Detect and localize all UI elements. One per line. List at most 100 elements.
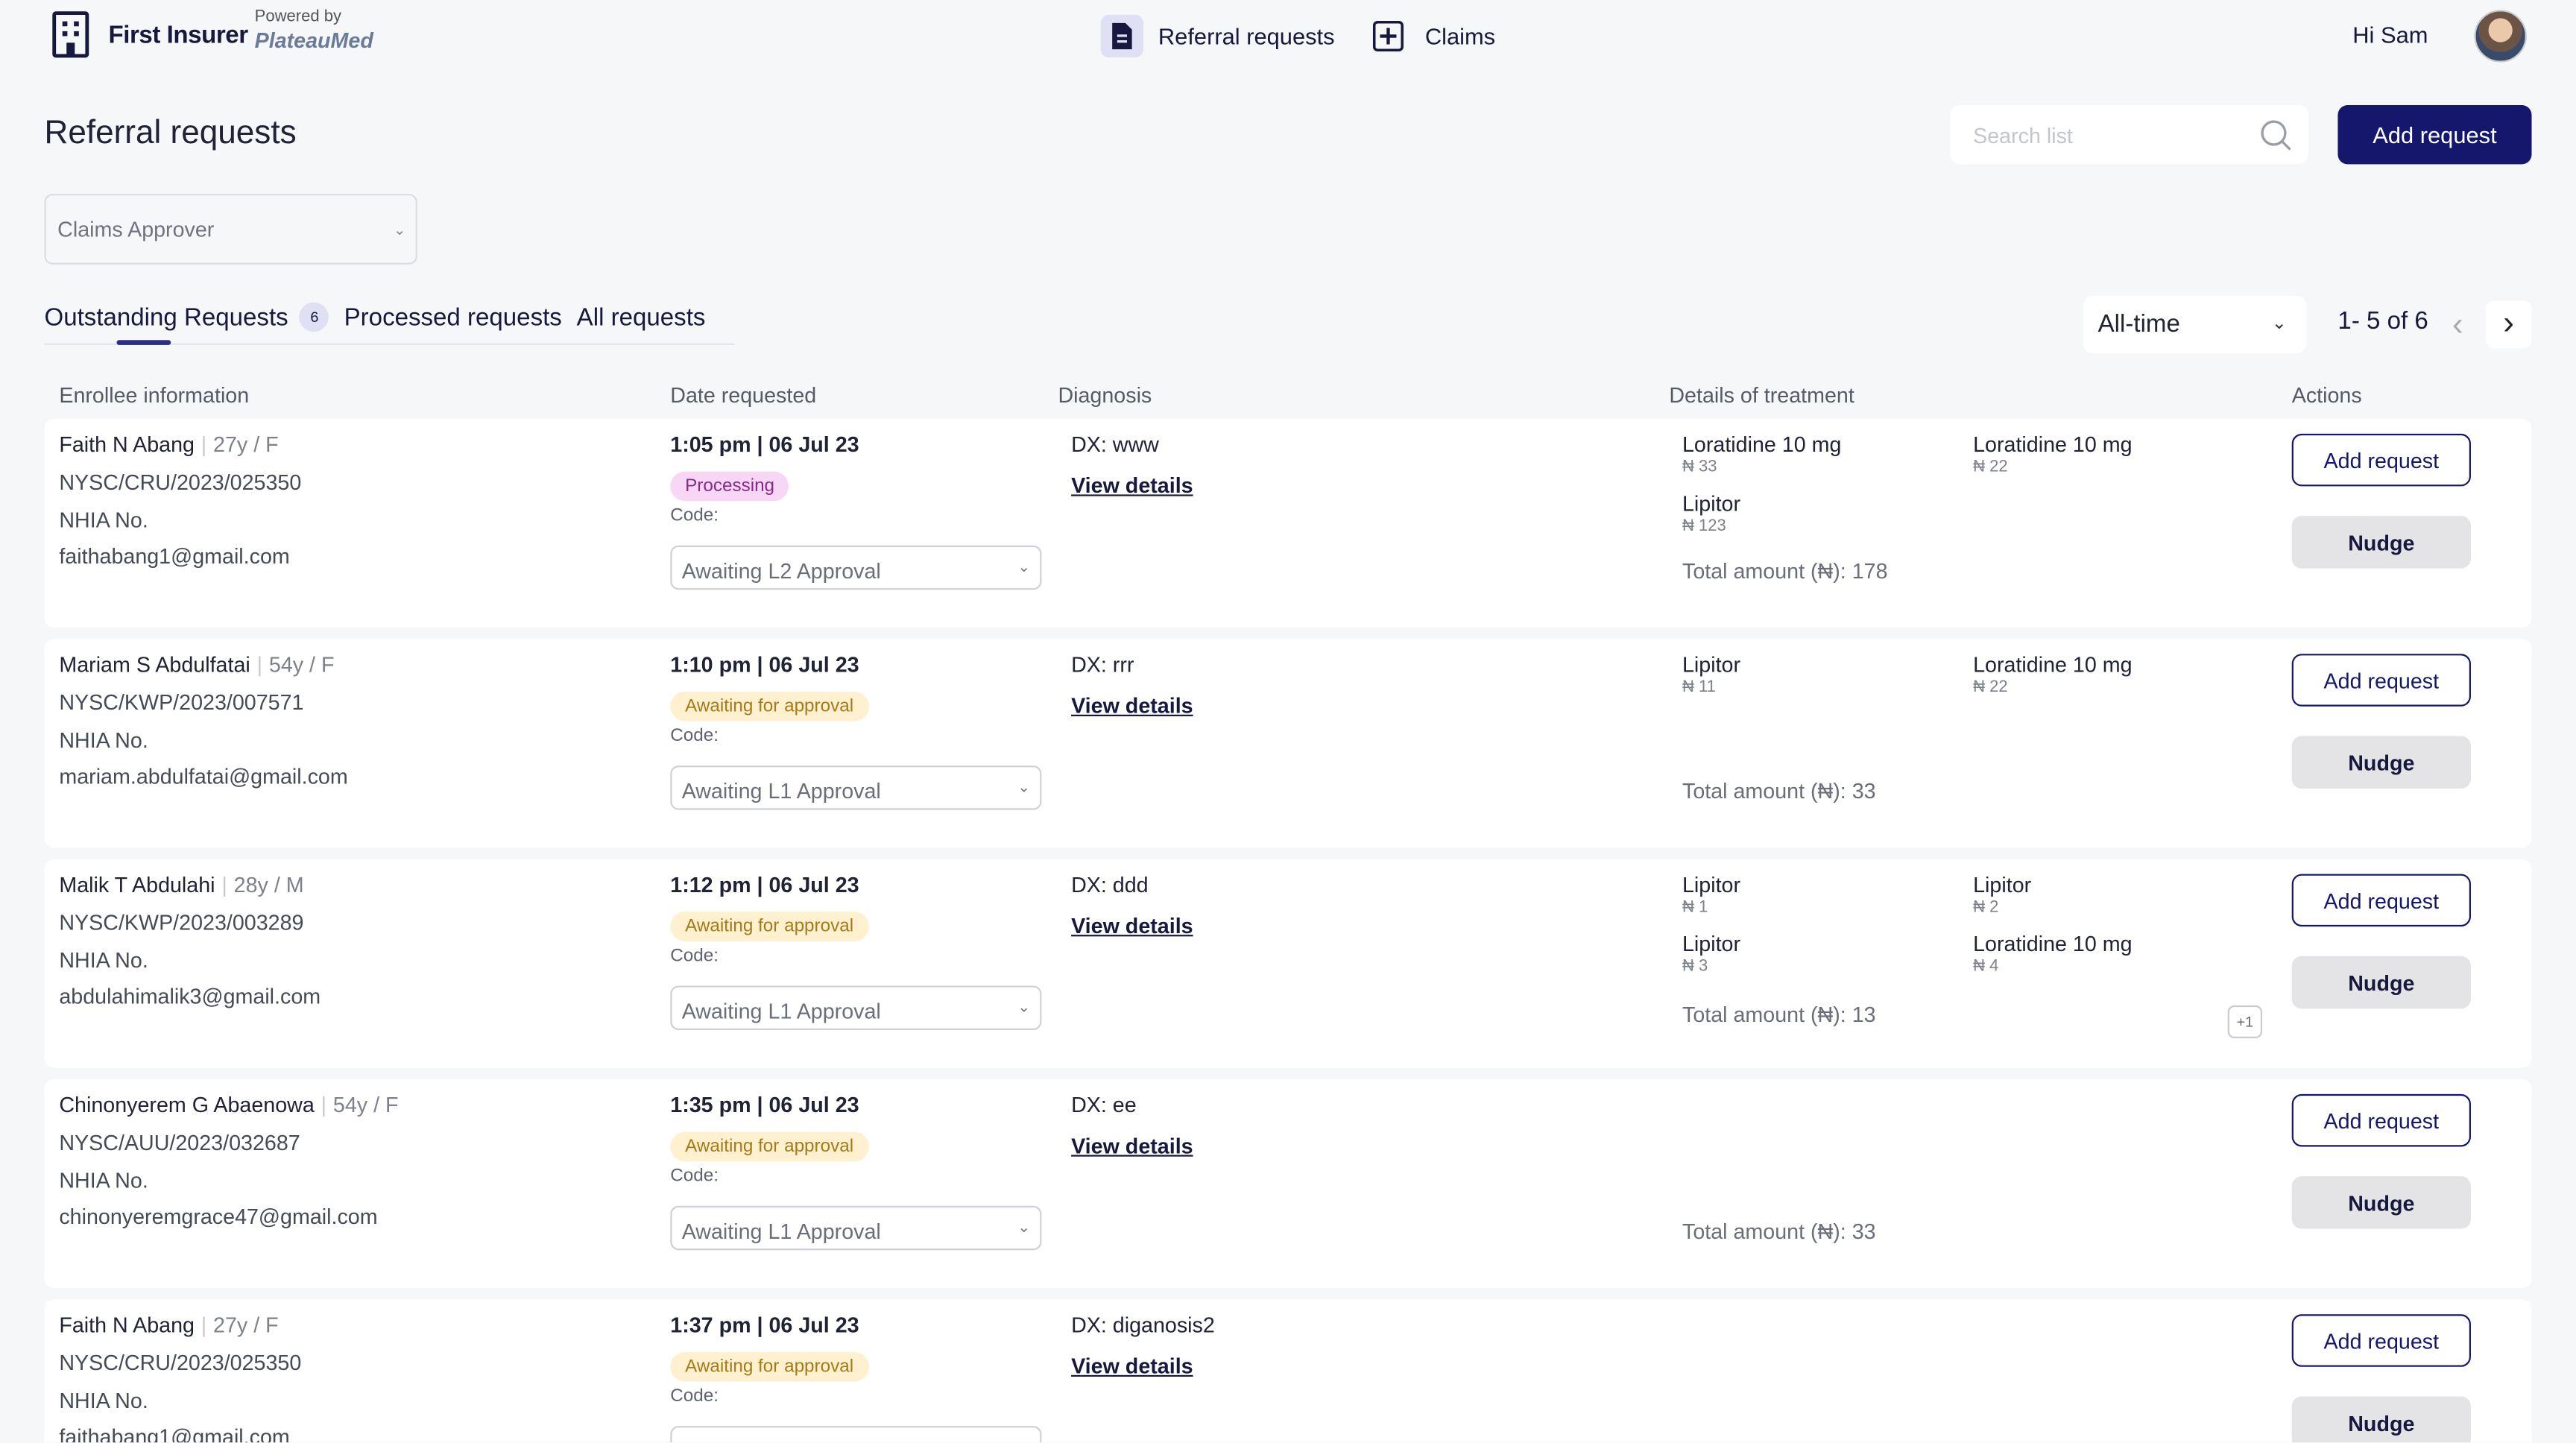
- enrollee-name-line: Mariam S Abdulfatai | 54y / F: [59, 652, 334, 677]
- powered-by: Powered by PlateauMed: [255, 8, 373, 51]
- search-input[interactable]: [1950, 121, 2247, 149]
- code-select[interactable]: Awaiting L1 Approval ⌄: [670, 1205, 1042, 1251]
- main-nav: Referral requests Claims: [1100, 14, 1495, 58]
- view-details-link[interactable]: View details: [1071, 473, 1193, 498]
- nav-claims[interactable]: Claims: [1368, 15, 1495, 57]
- nhia-label: NHIA No.: [59, 727, 148, 753]
- drug-item: Lipitor ₦ 123: [1682, 491, 1740, 536]
- col-treatment: Details of treatment: [1669, 382, 1854, 408]
- avatar[interactable]: [2474, 10, 2527, 63]
- enrollee-email: faithabang1@gmail.com: [59, 543, 290, 569]
- drug-name: Lipitor: [1682, 872, 1741, 897]
- nudge-button[interactable]: Nudge: [2291, 1176, 2471, 1229]
- add-request-button[interactable]: Add request: [2291, 1314, 2471, 1367]
- table-row[interactable]: Mariam S Abdulfatai | 54y / F NYSC/KWP/202…: [44, 639, 2532, 848]
- view-details-link[interactable]: View details: [1071, 1133, 1193, 1158]
- chevron-left-icon[interactable]: ‹: [2452, 306, 2463, 343]
- nudge-button[interactable]: Nudge: [2291, 1396, 2471, 1443]
- view-details-link[interactable]: View details: [1071, 913, 1193, 938]
- brand-name: First Insurer: [108, 20, 248, 49]
- enrollee-name-line: Faith N Abang | 27y / F: [59, 1313, 278, 1337]
- enrollee-name-line: Chinonyerem G Abaenowa | 54y / F: [59, 1093, 398, 1117]
- add-request-button[interactable]: Add request: [2291, 1093, 2471, 1147]
- code-select[interactable]: [670, 1426, 1042, 1443]
- nudge-button[interactable]: Nudge: [2291, 956, 2471, 1009]
- code-label: Code:: [670, 726, 719, 746]
- drug-name: Lipitor: [1973, 872, 2032, 897]
- status-badge: Awaiting for approval: [670, 691, 868, 722]
- search-icon[interactable]: [2259, 119, 2292, 151]
- divider: |: [201, 432, 207, 457]
- chevron-down-icon: ⌄: [393, 221, 406, 239]
- enrollee-id: NYSC/KWP/2023/007571: [59, 689, 304, 715]
- drug-price: ₦ 22: [1973, 678, 2008, 697]
- drug-item: Loratidine 10 mg ₦ 4: [1973, 932, 2132, 976]
- col-enrollee: Enrollee information: [59, 382, 250, 408]
- period-select[interactable]: All-time ⌄: [2083, 295, 2307, 353]
- enrollee-name: Faith N Abang: [59, 1313, 195, 1338]
- date-requested: 1:37 pm | 06 Jul 23: [670, 1313, 859, 1338]
- diagnosis-text: DX: rrr: [1071, 652, 1134, 678]
- status-badge: Awaiting for approval: [670, 912, 868, 941]
- pagination-label: 1- 5 of 6: [2337, 307, 2428, 335]
- drug-price: ₦ 123: [1682, 517, 1726, 536]
- total-amount: Total amount (₦): 13: [1682, 1002, 1876, 1027]
- add-request-button[interactable]: Add request: [2291, 433, 2471, 487]
- tab-processed[interactable]: Processed requests: [344, 303, 562, 332]
- tab-outstanding[interactable]: Outstanding Requests: [44, 303, 288, 344]
- enrollee-id: NYSC/KWP/2023/003289: [59, 910, 304, 935]
- code-select[interactable]: Awaiting L2 Approval ⌄: [670, 545, 1042, 590]
- col-diagnosis: Diagnosis: [1058, 382, 1152, 408]
- table-row[interactable]: Malik T Abdulahi | 28y / M NYSC/KWP/2023/0…: [44, 859, 2532, 1068]
- code-select[interactable]: Awaiting L1 Approval ⌄: [670, 985, 1042, 1030]
- role-select[interactable]: Claims Approver ⌄: [44, 194, 417, 265]
- table-row[interactable]: Faith N Abang | 27y / F NYSC/CRU/2023/0253…: [44, 419, 2532, 628]
- chevron-down-icon: ⌄: [1017, 558, 1030, 575]
- enrollee-id: NYSC/CRU/2023/025350: [59, 1350, 302, 1375]
- code-select[interactable]: Awaiting L1 Approval ⌄: [670, 765, 1042, 810]
- add-request-button[interactable]: Add request: [2291, 874, 2471, 927]
- drug-item: Lipitor ₦ 3: [1682, 932, 1740, 976]
- brand[interactable]: First Insurer: [49, 10, 248, 59]
- total-amount: Total amount (₦): 33: [1682, 778, 1876, 803]
- date-requested: 1:35 pm | 06 Jul 23: [670, 1092, 859, 1117]
- building-icon: [52, 11, 89, 58]
- table-row[interactable]: Chinonyerem G Abaenowa | 54y / F NYSC/AUU/…: [44, 1079, 2532, 1289]
- code-select-value: Awaiting L1 Approval: [681, 778, 881, 803]
- add-request-button[interactable]: Add request: [2291, 654, 2471, 707]
- chevron-right-icon[interactable]: ›: [2485, 300, 2532, 349]
- request-tabs: Outstanding Requests 6 Processed request…: [44, 302, 706, 344]
- enrollee-age-sex: 54y / F: [332, 1092, 399, 1117]
- col-date: Date requested: [670, 382, 817, 408]
- tab-all[interactable]: All requests: [576, 303, 706, 332]
- view-details-link[interactable]: View details: [1071, 1354, 1193, 1379]
- drug-name: Loratidine 10 mg: [1973, 432, 2133, 457]
- add-request-button[interactable]: Add request: [2337, 105, 2532, 165]
- drug-name: Lipitor: [1682, 491, 1741, 517]
- divider: |: [221, 872, 227, 897]
- nhia-label: NHIA No.: [59, 508, 148, 533]
- diagnosis-text: DX: diganosis2: [1071, 1313, 1215, 1338]
- total-amount: Total amount (₦): 33: [1682, 1219, 1876, 1244]
- date-requested: 1:10 pm | 06 Jul 23: [670, 652, 859, 678]
- nudge-button[interactable]: Nudge: [2291, 736, 2471, 789]
- tabs-divider: [44, 343, 735, 345]
- drug-price: ₦ 4: [1973, 957, 1999, 976]
- view-details-link[interactable]: View details: [1071, 693, 1193, 719]
- drug-item: Lipitor ₦ 1: [1682, 872, 1740, 917]
- divider: |: [321, 1092, 327, 1117]
- drug-price: ₦ 2: [1973, 898, 1999, 917]
- nav-referral-label: Referral requests: [1158, 22, 1335, 50]
- drug-item: Loratidine 10 mg ₦ 33: [1682, 432, 1841, 477]
- table-row[interactable]: Faith N Abang | 27y / F NYSC/CRU/2023/0253…: [44, 1299, 2532, 1443]
- drug-name: Lipitor: [1682, 652, 1741, 678]
- status-badge: Awaiting for approval: [670, 1131, 868, 1162]
- nav-claims-label: Claims: [1424, 22, 1496, 50]
- role-select-value: Claims Approver: [57, 216, 215, 242]
- more-drugs-badge[interactable]: +1: [2227, 1005, 2263, 1038]
- nhia-label: NHIA No.: [59, 947, 148, 973]
- nhia-label: NHIA No.: [59, 1168, 148, 1193]
- nav-referral-requests[interactable]: Referral requests: [1100, 14, 1335, 58]
- enrollee-age-sex: 27y / F: [213, 1313, 279, 1338]
- nudge-button[interactable]: Nudge: [2291, 516, 2471, 569]
